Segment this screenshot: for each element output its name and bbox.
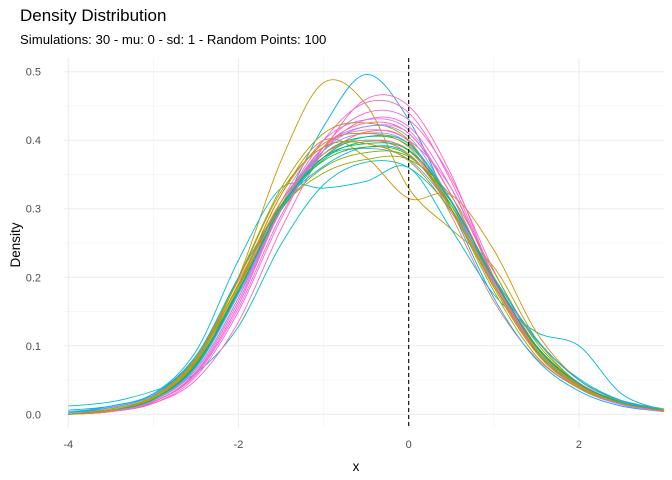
x-tick-label: -4 bbox=[63, 439, 73, 451]
density-curve-15 bbox=[68, 94, 665, 415]
density-curve-18 bbox=[68, 122, 665, 415]
density-curve-22 bbox=[68, 146, 665, 415]
chart-subtitle: Simulations: 30 - mu: 0 - sd: 1 - Random… bbox=[20, 32, 327, 47]
x-tick-label: 2 bbox=[576, 439, 582, 451]
y-tick-label: 0.1 bbox=[26, 341, 41, 353]
density-curve-3 bbox=[68, 79, 665, 415]
y-tick-label: 0.4 bbox=[26, 135, 41, 147]
x-tick-labels: -4 -2 0 2 bbox=[63, 439, 582, 451]
density-curve-10 bbox=[68, 147, 665, 413]
density-curve-4 bbox=[68, 73, 665, 414]
density-curve-17 bbox=[68, 129, 665, 415]
density-curve-19 bbox=[68, 145, 665, 411]
y-tick-label: 0.5 bbox=[26, 67, 41, 79]
density-curve-1 bbox=[68, 129, 665, 415]
density-curve-9 bbox=[68, 109, 665, 415]
y-tick-label: 0.0 bbox=[26, 409, 41, 421]
chart-title: Density Distribution bbox=[20, 6, 167, 25]
density-curve-2 bbox=[68, 160, 665, 411]
density-curve-30 bbox=[68, 141, 665, 415]
density-curve-25 bbox=[68, 134, 665, 415]
density-curve-26 bbox=[68, 132, 665, 415]
density-curve-27 bbox=[68, 124, 665, 415]
density-curve-12 bbox=[68, 138, 665, 415]
density-curve-14 bbox=[68, 118, 665, 415]
density-curve-6 bbox=[68, 150, 665, 415]
density-curve-7 bbox=[68, 135, 665, 415]
density-curve-21 bbox=[68, 132, 665, 415]
y-tick-label: 0.3 bbox=[26, 204, 41, 216]
density-curves bbox=[68, 73, 665, 415]
density-curve-8 bbox=[68, 124, 665, 415]
density-curve-11 bbox=[68, 165, 665, 414]
x-tick-label: -2 bbox=[234, 439, 244, 451]
x-axis-title: x bbox=[353, 459, 360, 474]
density-curve-24 bbox=[68, 116, 665, 415]
density-curve-28 bbox=[68, 121, 665, 415]
y-tick-label: 0.2 bbox=[26, 272, 41, 284]
y-axis-title: Density bbox=[8, 222, 23, 267]
density-curve-29 bbox=[68, 142, 665, 415]
x-tick-label: 0 bbox=[406, 439, 412, 451]
y-tick-labels: 0.0 0.1 0.2 0.3 0.4 0.5 bbox=[26, 67, 41, 422]
minor-gridlines bbox=[64, 58, 664, 428]
